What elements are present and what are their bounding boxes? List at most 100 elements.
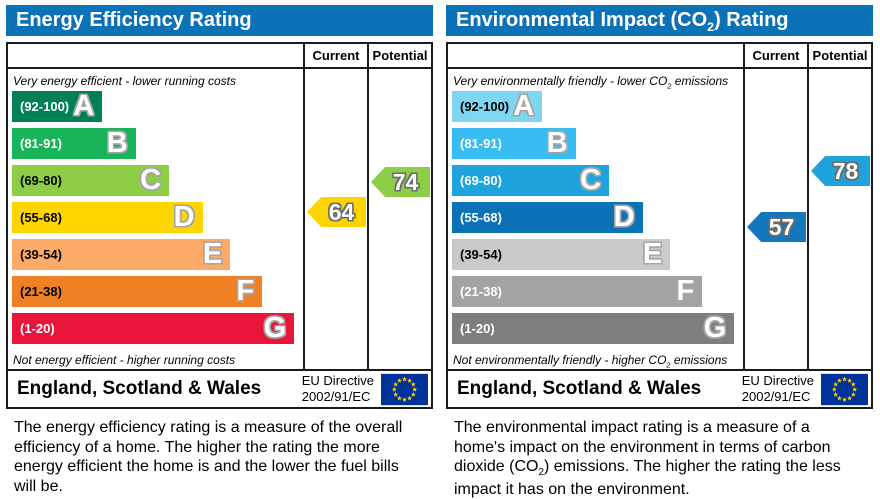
- table-footer: England, Scotland & Wales EU Directive 2…: [448, 369, 871, 407]
- band-bar-c: (69-80) C: [12, 164, 170, 196]
- band-row-g: (1-20) G: [12, 313, 303, 350]
- potential-column-header: Potential: [367, 44, 431, 67]
- region-label: England, Scotland & Wales: [457, 378, 702, 399]
- band-row-f: (21-38) F: [12, 276, 303, 313]
- band-range-label: (55-68): [20, 210, 62, 225]
- band-list: (92-100) A (81-91) B (69-80) C (55-68) D (39-54)…: [8, 91, 303, 350]
- band-bar-e: (39-54) E: [12, 238, 231, 270]
- band-letter: D: [613, 201, 635, 233]
- band-row-d: (55-68) D: [12, 202, 303, 239]
- current-rating-arrow: 57: [747, 212, 806, 242]
- band-chart: Very energy efficient - lower running co…: [8, 69, 303, 369]
- current-column: 57: [743, 69, 807, 369]
- band-bar-g: (1-20) G: [452, 312, 735, 344]
- band-bar-f: (21-38) F: [12, 275, 263, 307]
- band-letter: F: [676, 275, 695, 307]
- table-header-row: Current Potential: [8, 44, 431, 69]
- band-range-label: (81-91): [460, 136, 502, 151]
- band-row-g: (1-20) G: [452, 313, 743, 350]
- band-row-a: (92-100) A: [12, 91, 303, 128]
- band-row-b: (81-91) B: [12, 128, 303, 165]
- eu-flag-icon: [821, 373, 868, 405]
- band-letter: E: [202, 238, 223, 270]
- band-letter: G: [263, 312, 287, 344]
- band-letter: E: [642, 238, 663, 270]
- table-body-row: Very environmentally friendly - lower CO…: [448, 69, 871, 369]
- band-bar-g: (1-20) G: [12, 312, 295, 344]
- panel-title: Environmental Impact (CO2) Rating: [446, 5, 873, 36]
- band-row-d: (55-68) D: [452, 202, 743, 239]
- potential-column: 74: [367, 69, 431, 369]
- potential-column: 78: [807, 69, 871, 369]
- band-range-label: (69-80): [460, 173, 502, 188]
- panel-energy-efficiency-rating: Energy Efficiency Rating Current Potenti…: [6, 5, 433, 499]
- eu-directive-line2: 2002/91/EC: [741, 389, 811, 404]
- band-row-c: (69-80) C: [12, 165, 303, 202]
- panel-environmental-impact-co2-rating: Environmental Impact (CO2) Rating Curren…: [446, 5, 873, 499]
- band-range-label: (39-54): [460, 247, 502, 262]
- band-letter: D: [173, 201, 195, 233]
- top-scale-note: Very energy efficient - lower running co…: [13, 74, 236, 88]
- band-bar-d: (55-68) D: [12, 202, 203, 233]
- eu-directive-label: EU Directive 2002/91/EC: [302, 373, 381, 404]
- rating-description: The energy efficiency rating is a measur…: [14, 419, 403, 496]
- rating-table: Current Potential Very energy efficient …: [6, 42, 433, 409]
- band-letter: B: [546, 127, 568, 159]
- band-bar-d: (55-68) D: [452, 202, 643, 233]
- band-range-label: (92-100): [20, 99, 70, 114]
- panel-title: Energy Efficiency Rating: [6, 5, 433, 36]
- band-row-b: (81-91) B: [452, 128, 743, 165]
- band-chart: Very environmentally friendly - lower CO…: [448, 69, 743, 369]
- band-range-label: (1-20): [20, 321, 55, 336]
- band-range-label: (21-38): [460, 284, 502, 299]
- band-list: (92-100) A (81-91) B (69-80) C (55-68) D (39-54)…: [448, 91, 743, 350]
- band-range-label: (21-38): [20, 284, 62, 299]
- band-letter: F: [236, 275, 255, 307]
- eu-directive-line1: EU Directive: [741, 373, 814, 389]
- band-bar-f: (21-38) F: [452, 275, 703, 307]
- potential-column-header: Potential: [807, 44, 871, 67]
- band-letter: G: [703, 312, 727, 344]
- band-bar-a: (92-100) A: [452, 90, 543, 122]
- table-body-row: Very energy efficient - lower running co…: [8, 69, 431, 369]
- band-range-label: (92-100): [460, 99, 510, 114]
- bottom-scale-note: Not environmentally friendly - higher CO…: [453, 353, 728, 369]
- current-column: 64: [303, 69, 367, 369]
- chart-column-header: [448, 44, 743, 67]
- table-header-row: Current Potential: [448, 44, 871, 69]
- band-row-c: (69-80) C: [452, 165, 743, 202]
- rating-description: The environmental impact rating is a mea…: [454, 419, 841, 498]
- band-bar-a: (92-100) A: [12, 91, 103, 122]
- band-row-a: (92-100) A: [452, 91, 743, 128]
- band-range-label: (39-54): [20, 247, 62, 262]
- top-scale-note: Very environmentally friendly - lower CO…: [453, 74, 729, 91]
- current-rating-arrow: 64: [307, 197, 366, 227]
- band-range-label: (69-80): [20, 173, 62, 188]
- eu-directive-line2: 2002/91/EC: [301, 389, 371, 404]
- band-bar-c: (69-80) C: [452, 164, 610, 196]
- band-letter: B: [106, 127, 128, 159]
- band-bar-e: (39-54) E: [452, 238, 671, 270]
- band-range-label: (81-91): [20, 136, 62, 151]
- band-row-e: (39-54) E: [452, 239, 743, 276]
- eu-directive-line1: EU Directive: [301, 373, 374, 389]
- current-column-header: Current: [743, 44, 807, 67]
- band-range-label: (1-20): [460, 321, 495, 336]
- band-row-e: (39-54) E: [12, 239, 303, 276]
- chart-column-header: [8, 44, 303, 67]
- band-letter: C: [580, 164, 602, 196]
- band-range-label: (55-68): [460, 210, 502, 225]
- band-bar-b: (81-91) B: [12, 128, 136, 159]
- band-bar-b: (81-91) B: [452, 128, 576, 159]
- table-footer: England, Scotland & Wales EU Directive 2…: [8, 369, 431, 407]
- band-letter: A: [513, 90, 535, 122]
- region-label: England, Scotland & Wales: [17, 378, 262, 399]
- rating-table: Current Potential Very environmentally f…: [446, 42, 873, 409]
- potential-rating-arrow: 74: [371, 167, 430, 197]
- potential-rating-arrow: 78: [811, 156, 870, 186]
- band-letter: C: [140, 164, 162, 196]
- current-column-header: Current: [303, 44, 367, 67]
- bottom-scale-note: Not energy efficient - higher running co…: [13, 353, 236, 367]
- eu-flag-icon: [381, 373, 428, 405]
